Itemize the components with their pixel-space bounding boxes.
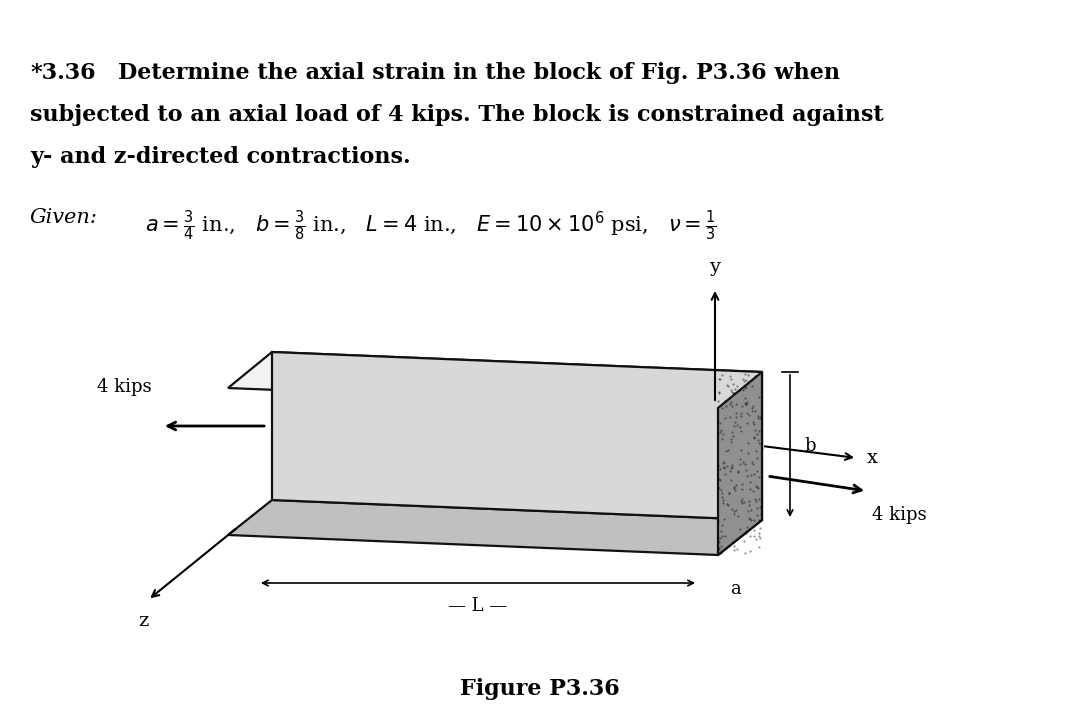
Polygon shape [228,352,762,408]
Polygon shape [228,500,762,555]
Text: z: z [138,612,148,630]
Text: *3.36: *3.36 [30,62,96,84]
Polygon shape [272,352,762,520]
Text: x: x [867,449,878,467]
Text: Determine the axial strain in the block of Fig. P3.36 when: Determine the axial strain in the block … [118,62,840,84]
Text: Figure P3.36: Figure P3.36 [460,678,620,700]
Text: a: a [730,580,741,598]
Text: y- and z-directed contractions.: y- and z-directed contractions. [30,146,410,168]
Text: Given:: Given: [30,208,98,227]
Text: y: y [710,258,720,276]
Text: 4 kips: 4 kips [97,378,152,396]
Text: 4 kips: 4 kips [872,506,927,524]
Text: b: b [804,437,815,455]
Text: subjected to an axial load of 4 kips. The block is constrained against: subjected to an axial load of 4 kips. Th… [30,104,883,126]
Polygon shape [718,372,762,555]
Text: $a = \frac{3}{4}$ in.,   $b = \frac{3}{8}$ in.,   $L = 4$ in.,   $E = 10 \times : $a = \frac{3}{4}$ in., $b = \frac{3}{8}$… [145,208,717,243]
Text: — L —: — L — [448,597,508,615]
